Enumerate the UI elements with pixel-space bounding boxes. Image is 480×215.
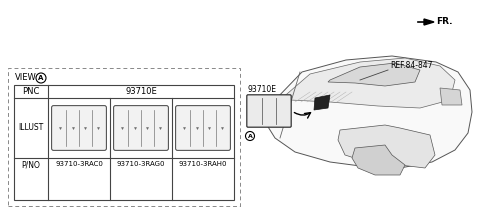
Text: 93710-3RAH0: 93710-3RAH0	[179, 161, 227, 167]
Text: VIEW: VIEW	[15, 73, 37, 82]
Text: ILLUST: ILLUST	[18, 123, 44, 132]
Polygon shape	[263, 56, 472, 168]
Text: 93710E: 93710E	[248, 85, 277, 94]
Text: A: A	[38, 75, 44, 81]
Bar	[8, 68, 240, 206]
FancyBboxPatch shape	[247, 95, 291, 127]
Text: REF.84-847: REF.84-847	[390, 61, 432, 70]
Polygon shape	[440, 88, 462, 105]
Polygon shape	[352, 145, 405, 175]
FancyBboxPatch shape	[51, 106, 107, 150]
Text: 93710E: 93710E	[125, 87, 157, 96]
Polygon shape	[278, 58, 455, 108]
Text: FR.: FR.	[436, 17, 453, 26]
FancyBboxPatch shape	[176, 106, 230, 150]
Polygon shape	[314, 95, 330, 110]
Text: A: A	[248, 134, 252, 138]
Text: 93710-3RAC0: 93710-3RAC0	[55, 161, 103, 167]
Text: P/NO: P/NO	[22, 160, 40, 169]
Bar	[14, 85, 234, 200]
Text: PNC: PNC	[22, 87, 40, 96]
Polygon shape	[424, 19, 434, 25]
FancyBboxPatch shape	[114, 106, 168, 150]
Polygon shape	[338, 125, 435, 168]
Text: 93710-3RAG0: 93710-3RAG0	[117, 161, 165, 167]
Polygon shape	[328, 63, 420, 86]
